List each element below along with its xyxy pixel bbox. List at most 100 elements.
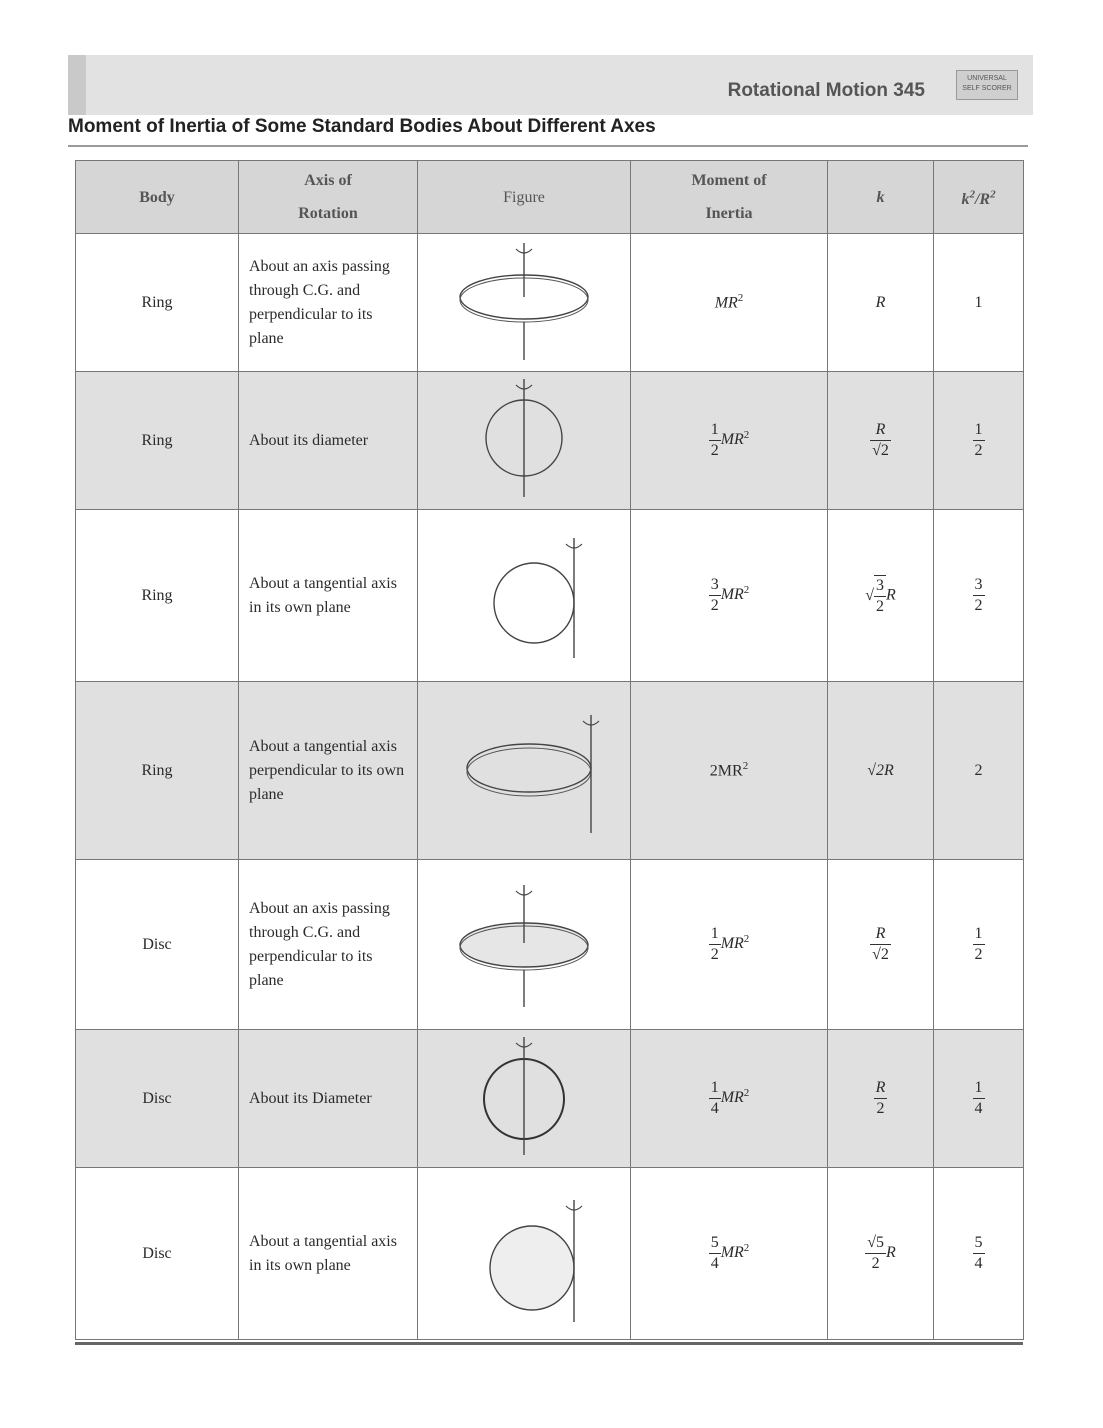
header-k2r2: k2/R2 bbox=[933, 160, 1024, 234]
axis-cell: About an axis passing through C.G. and p… bbox=[238, 233, 418, 372]
k2r2-mid: /R bbox=[974, 190, 991, 208]
moi-den: 4 bbox=[710, 1255, 719, 1272]
disc-axis-tangent-plane-icon bbox=[417, 1167, 631, 1340]
k2r2-den: 4 bbox=[974, 1100, 983, 1117]
moi-sup: 2 bbox=[743, 1241, 750, 1254]
disc-axis-perpendicular-icon bbox=[417, 859, 631, 1030]
moi-sup: 2 bbox=[737, 292, 744, 305]
k2r2-text: 2 bbox=[974, 761, 983, 779]
moi-text: MR bbox=[720, 935, 744, 953]
k-cell: R bbox=[827, 233, 934, 372]
k-cell: R √2 bbox=[827, 371, 934, 510]
moi-den: 2 bbox=[710, 442, 719, 459]
moi-text: 2MR bbox=[709, 762, 743, 780]
k2r2-den: 2 bbox=[974, 597, 983, 614]
moi-cell: 1 4 MR2 bbox=[630, 1029, 828, 1168]
moi-cell: 1 2 MR2 bbox=[630, 371, 828, 510]
moi-text: MR bbox=[720, 1244, 744, 1262]
bottom-rule bbox=[75, 1342, 1023, 1345]
moi-cell: MR2 bbox=[630, 233, 828, 372]
k-cell: √5 2 R bbox=[827, 1167, 934, 1340]
table-row: Ring About a tangential axis in its own … bbox=[75, 509, 1024, 682]
axis-cell: About a tangential axis in its own plane bbox=[238, 1167, 418, 1340]
body-cell: Ring bbox=[75, 233, 239, 372]
section-title: Moment of Inertia of Some Standard Bodie… bbox=[68, 116, 656, 137]
body-cell: Disc bbox=[75, 1029, 239, 1168]
k2r2-text: 1 bbox=[974, 293, 983, 311]
page-label: Rotational Motion 345 bbox=[727, 80, 925, 101]
header-k-text: k bbox=[876, 188, 885, 206]
table-row: Disc About an axis passing through C.G. … bbox=[75, 859, 1024, 1030]
moi-cell: 3 2 MR2 bbox=[630, 509, 828, 682]
k-suffix: R bbox=[886, 1244, 896, 1262]
k2r2-num: 1 bbox=[972, 420, 985, 441]
moi-text: MR bbox=[714, 294, 738, 312]
table-header-row: Body Axis of Rotation Figure Moment of I… bbox=[75, 160, 1024, 234]
ring-axis-tangent-plane-icon bbox=[417, 509, 631, 682]
moi-num: 1 bbox=[708, 1078, 721, 1099]
moi-sup: 2 bbox=[743, 428, 750, 441]
header-axis-line2: Rotation bbox=[298, 205, 358, 222]
moment-of-inertia-table: Body Axis of Rotation Figure Moment of I… bbox=[75, 160, 1024, 1340]
k2r2-sup2: 2 bbox=[990, 188, 996, 201]
k-fraction: R √2 bbox=[870, 924, 891, 965]
k2r2-num: 3 bbox=[972, 575, 985, 596]
axis-cell: About its Diameter bbox=[238, 1029, 418, 1168]
badge-line1: UNIVERSAL bbox=[967, 75, 1007, 82]
k-fraction: R √2 bbox=[870, 420, 891, 461]
k2r2-cell: 1 bbox=[933, 233, 1024, 372]
moi-text: MR bbox=[720, 1089, 744, 1107]
k2r2-num: 1 bbox=[972, 1078, 985, 1099]
body-cell: Disc bbox=[75, 859, 239, 1030]
k-den: 2 bbox=[876, 1100, 885, 1117]
k2r2-sup1: 2 bbox=[969, 188, 975, 201]
moi-sup: 2 bbox=[743, 1086, 750, 1099]
k-cell: √ 3 2 R bbox=[827, 509, 934, 682]
axis-cell: About an axis passing through C.G. and p… bbox=[238, 859, 418, 1030]
moi-cell: 2MR2 bbox=[630, 681, 828, 860]
moi-sup: 2 bbox=[742, 760, 749, 773]
header-k: k bbox=[827, 160, 934, 234]
axis-cell: About its diameter bbox=[238, 371, 418, 510]
moi-num: 1 bbox=[708, 420, 721, 441]
header-moi: Moment of Inertia bbox=[630, 160, 828, 234]
header-moi-line2: Inertia bbox=[705, 205, 753, 222]
k2r2-base: k bbox=[961, 190, 970, 208]
moi-num: 1 bbox=[708, 924, 721, 945]
k-text: √2R bbox=[867, 761, 894, 779]
body-cell: Disc bbox=[75, 1167, 239, 1340]
moi-sup: 2 bbox=[743, 932, 750, 945]
ring-axis-tangent-perpendicular-icon bbox=[417, 681, 631, 860]
k-cell: √2R bbox=[827, 681, 934, 860]
k-num: √5 bbox=[865, 1233, 886, 1254]
badge-line2: SELF SCORER bbox=[962, 85, 1012, 92]
body-cell: Ring bbox=[75, 681, 239, 860]
k2r2-num: 5 bbox=[972, 1233, 985, 1254]
k-den: 2 bbox=[871, 1255, 880, 1272]
header-body: Body bbox=[75, 160, 239, 234]
k-den: √2 bbox=[872, 442, 889, 459]
header-band bbox=[68, 55, 1033, 115]
k-cell: R √2 bbox=[827, 859, 934, 1030]
k-text: R bbox=[875, 293, 886, 311]
k-den: 2 bbox=[876, 597, 884, 615]
moi-text: MR bbox=[720, 431, 744, 449]
header-figure: Figure bbox=[417, 160, 631, 234]
k2r2-num: 1 bbox=[972, 924, 985, 945]
k2r2-den: 2 bbox=[974, 442, 983, 459]
k2r2-den: 4 bbox=[974, 1255, 983, 1272]
